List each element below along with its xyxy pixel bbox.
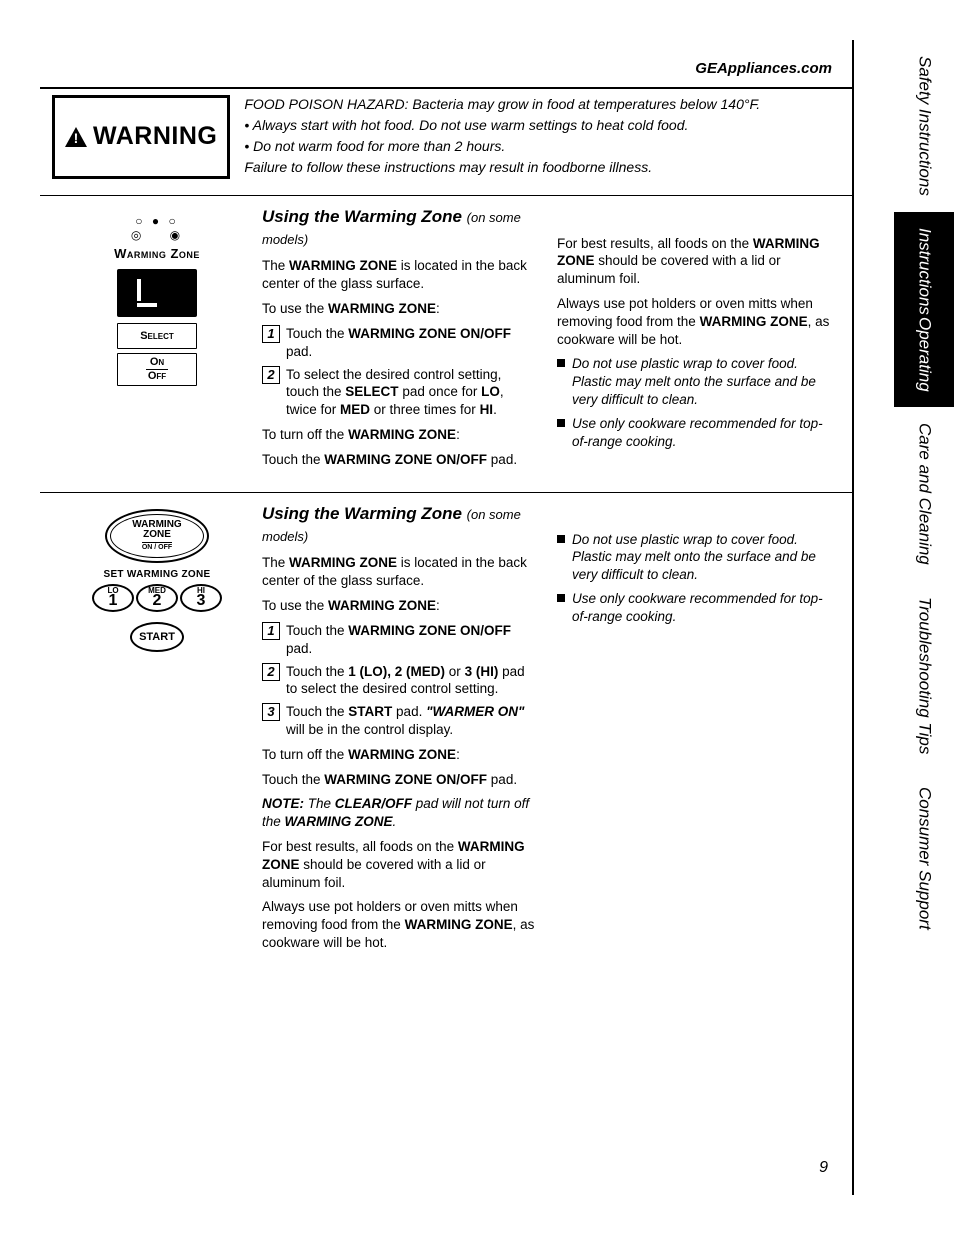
- on-off-button-icon: On Off: [117, 353, 197, 386]
- warning-l3: • Do not warm food for more than 2 hours…: [244, 137, 760, 156]
- warning-label-box: WARNING: [52, 95, 230, 179]
- sec1-r-p1: For best results, all foods on the WARMI…: [557, 235, 830, 288]
- tab-safety[interactable]: Safety Instructions: [894, 40, 954, 212]
- step-num-2-icon: 2: [262, 663, 280, 681]
- sec1-r-p2: Always use pot holders or oven mitts whe…: [557, 295, 830, 348]
- illus-2: WARMING ZONE ON / OFF SET WARMING ZONE L…: [52, 503, 262, 959]
- sec2-title: Using the Warming Zone (on some models): [262, 503, 535, 548]
- step-num-1-icon: 1: [262, 325, 280, 343]
- illus-1: ○ ● ○◎ ◉ Warming Zone Select On Off: [52, 206, 262, 476]
- tab-operating[interactable]: Instructions Operating: [894, 212, 954, 408]
- step-num-1-icon: 1: [262, 622, 280, 640]
- tab-care[interactable]: Care and Cleaning: [894, 407, 954, 581]
- sec2-step2: 2 Touch the 1 (LO), 2 (MED) or 3 (HI) pa…: [262, 663, 535, 699]
- sec2-note: NOTE: The CLEAR/OFF pad will not turn of…: [262, 795, 535, 831]
- sec2-left-col: Using the Warming Zone (on some models) …: [262, 503, 535, 959]
- tab-operating-l1: Operating: [915, 317, 935, 392]
- section-2: WARMING ZONE ON / OFF SET WARMING ZONE L…: [40, 503, 852, 959]
- sec2-step3: 3 Touch the START pad. "WARMER ON" will …: [262, 703, 535, 739]
- page-number: 9: [819, 1159, 828, 1177]
- on-label: On: [146, 356, 168, 370]
- off-label: Off: [118, 370, 196, 383]
- panel-display-icon: [117, 269, 197, 317]
- illus1-title: Warming Zone: [52, 246, 262, 261]
- warning-label: WARNING: [93, 122, 217, 151]
- lo-pad-icon: LO1: [92, 584, 134, 612]
- sec1-step1: 1 Touch the WARMING ZONE ON/OFF pad.: [262, 325, 535, 361]
- step-num-3-icon: 3: [262, 703, 280, 721]
- sec2-p5: For best results, all foods on the WARMI…: [262, 838, 535, 891]
- sec1-step2: 2 To select the desired control setting,…: [262, 366, 535, 419]
- tab-consumer-support[interactable]: Consumer Support: [894, 771, 954, 946]
- warning-l1: FOOD POISON HAZARD: Bacteria may grow in…: [244, 95, 760, 114]
- warning-block: WARNING FOOD POISON HAZARD: Bacteria may…: [40, 95, 852, 179]
- wz-onoff-pad-icon: WARMING ZONE ON / OFF: [105, 509, 209, 563]
- sec2-p3: To turn off the WARMING ZONE:: [262, 746, 535, 764]
- sec1-p2: To use the WARMING ZONE:: [262, 300, 535, 318]
- wz-onoff: ON / OFF: [142, 542, 172, 551]
- sec2-p1: The WARMING ZONE is located in the back …: [262, 554, 535, 590]
- sec1-p1: The WARMING ZONE is located in the back …: [262, 257, 535, 293]
- set-wz-label: SET WARMING ZONE: [52, 569, 262, 580]
- select-button-icon: Select: [117, 323, 197, 349]
- sec2-step1: 1 Touch the WARMING ZONE ON/OFF pad.: [262, 622, 535, 658]
- tab-operating-l2: Instructions: [915, 228, 935, 315]
- sec1-left-col: Using the Warming Zone (on some models) …: [262, 206, 535, 476]
- sec1-right-col: For best results, all foods on the WARMI…: [557, 206, 830, 476]
- section-1: ○ ● ○◎ ◉ Warming Zone Select On Off Usin…: [40, 206, 852, 476]
- sec1-bul1: Do not use plastic wrap to cover food. P…: [557, 355, 830, 408]
- warning-text: FOOD POISON HAZARD: Bacteria may grow in…: [244, 95, 760, 179]
- step-num-2-icon: 2: [262, 366, 280, 384]
- tab-troubleshooting[interactable]: Troubleshooting Tips: [894, 581, 954, 770]
- warning-l2: • Always start with hot food. Do not use…: [244, 116, 760, 135]
- warning-triangle-icon: [65, 127, 87, 147]
- side-tabs: Safety Instructions Instructions Operati…: [894, 40, 954, 1195]
- med-pad-icon: MED2: [136, 584, 178, 612]
- sec2-p2: To use the WARMING ZONE:: [262, 597, 535, 615]
- sec2-right-col: Do not use plastic wrap to cover food. P…: [557, 503, 830, 959]
- sec2-bul2: Use only cookware recommended for top-of…: [557, 590, 830, 626]
- header-url: GEAppliances.com: [40, 40, 852, 87]
- sec2-p4: Touch the WARMING ZONE ON/OFF pad.: [262, 771, 535, 789]
- page: GEAppliances.com WARNING FOOD POISON HAZ…: [40, 40, 854, 1195]
- sec1-p4: Touch the WARMING ZONE ON/OFF pad.: [262, 451, 535, 469]
- sec2-p6: Always use pot holders or oven mitts whe…: [262, 898, 535, 951]
- burner-dots-icon: ○ ● ○◎ ◉: [52, 214, 262, 242]
- sec1-bul2: Use only cookware recommended for top-of…: [557, 415, 830, 451]
- lo-med-hi-icons: LO1 MED2 HI3: [52, 584, 262, 612]
- sec1-p3: To turn off the WARMING ZONE:: [262, 426, 535, 444]
- warning-l4: Failure to follow these instructions may…: [244, 158, 760, 177]
- start-pad-icon: START: [130, 622, 184, 652]
- sec2-bul1: Do not use plastic wrap to cover food. P…: [557, 531, 830, 584]
- wz-l2: ZONE: [143, 530, 171, 540]
- sec1-title: Using the Warming Zone (on some models): [262, 206, 535, 251]
- hi-pad-icon: HI3: [180, 584, 222, 612]
